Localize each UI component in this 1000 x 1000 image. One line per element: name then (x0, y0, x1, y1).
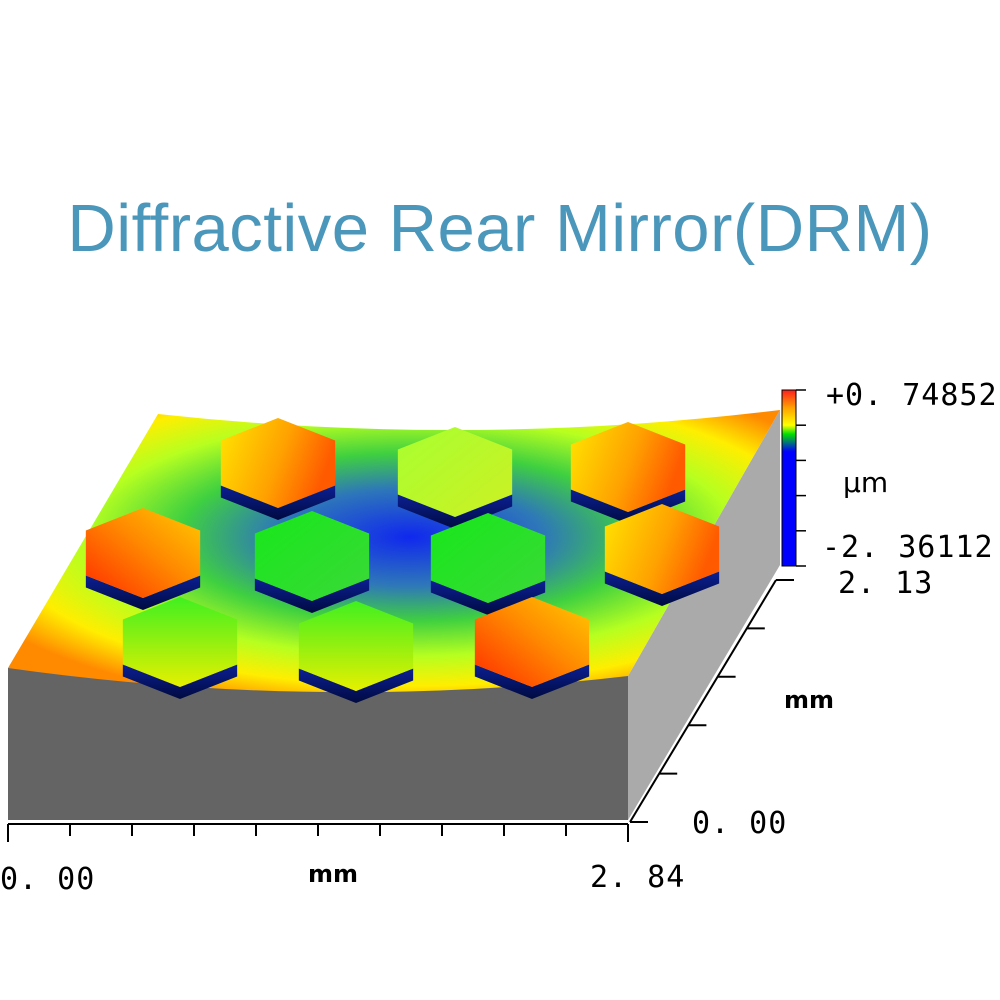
hexagon-pillar (298, 601, 414, 703)
y-axis-max-label: 2. 13 (838, 566, 934, 601)
x-axis-max-label: 2. 84 (590, 860, 686, 895)
chart-title: Diffractive Rear Mirror(DRM) (67, 191, 933, 266)
colorbar-min-label: -2. 36112 (822, 530, 994, 565)
y-axis-unit-label: mm (784, 686, 835, 714)
hexagon-pillar (430, 513, 546, 615)
hexagon-pillar (122, 597, 238, 699)
hexagon-pillar (604, 504, 720, 606)
surface-front-wall (8, 668, 628, 820)
colorbar-gradient (781, 389, 797, 567)
colorbar-unit-label: μm (843, 466, 889, 499)
y-axis (629, 579, 794, 823)
hexagon-pillar (220, 418, 336, 520)
surface-side-wall (628, 410, 780, 820)
hexagon-pillars (85, 418, 720, 703)
x-axis-min-label: 0. 00 (0, 862, 96, 897)
colorbar (781, 389, 806, 567)
hexagon-pillar (570, 422, 686, 524)
x-axis-unit-label: mm (308, 860, 359, 888)
hexagon-pillar (254, 511, 370, 613)
hexagon-pillar (85, 508, 201, 610)
colorbar-max-label: +0. 74852 (826, 378, 998, 413)
x-axis (7, 823, 629, 842)
colorbar-ticks (796, 389, 806, 567)
hexagon-pillar (474, 597, 590, 699)
y-axis-min-label: 0. 00 (692, 806, 788, 841)
hexagon-pillar (397, 427, 513, 529)
